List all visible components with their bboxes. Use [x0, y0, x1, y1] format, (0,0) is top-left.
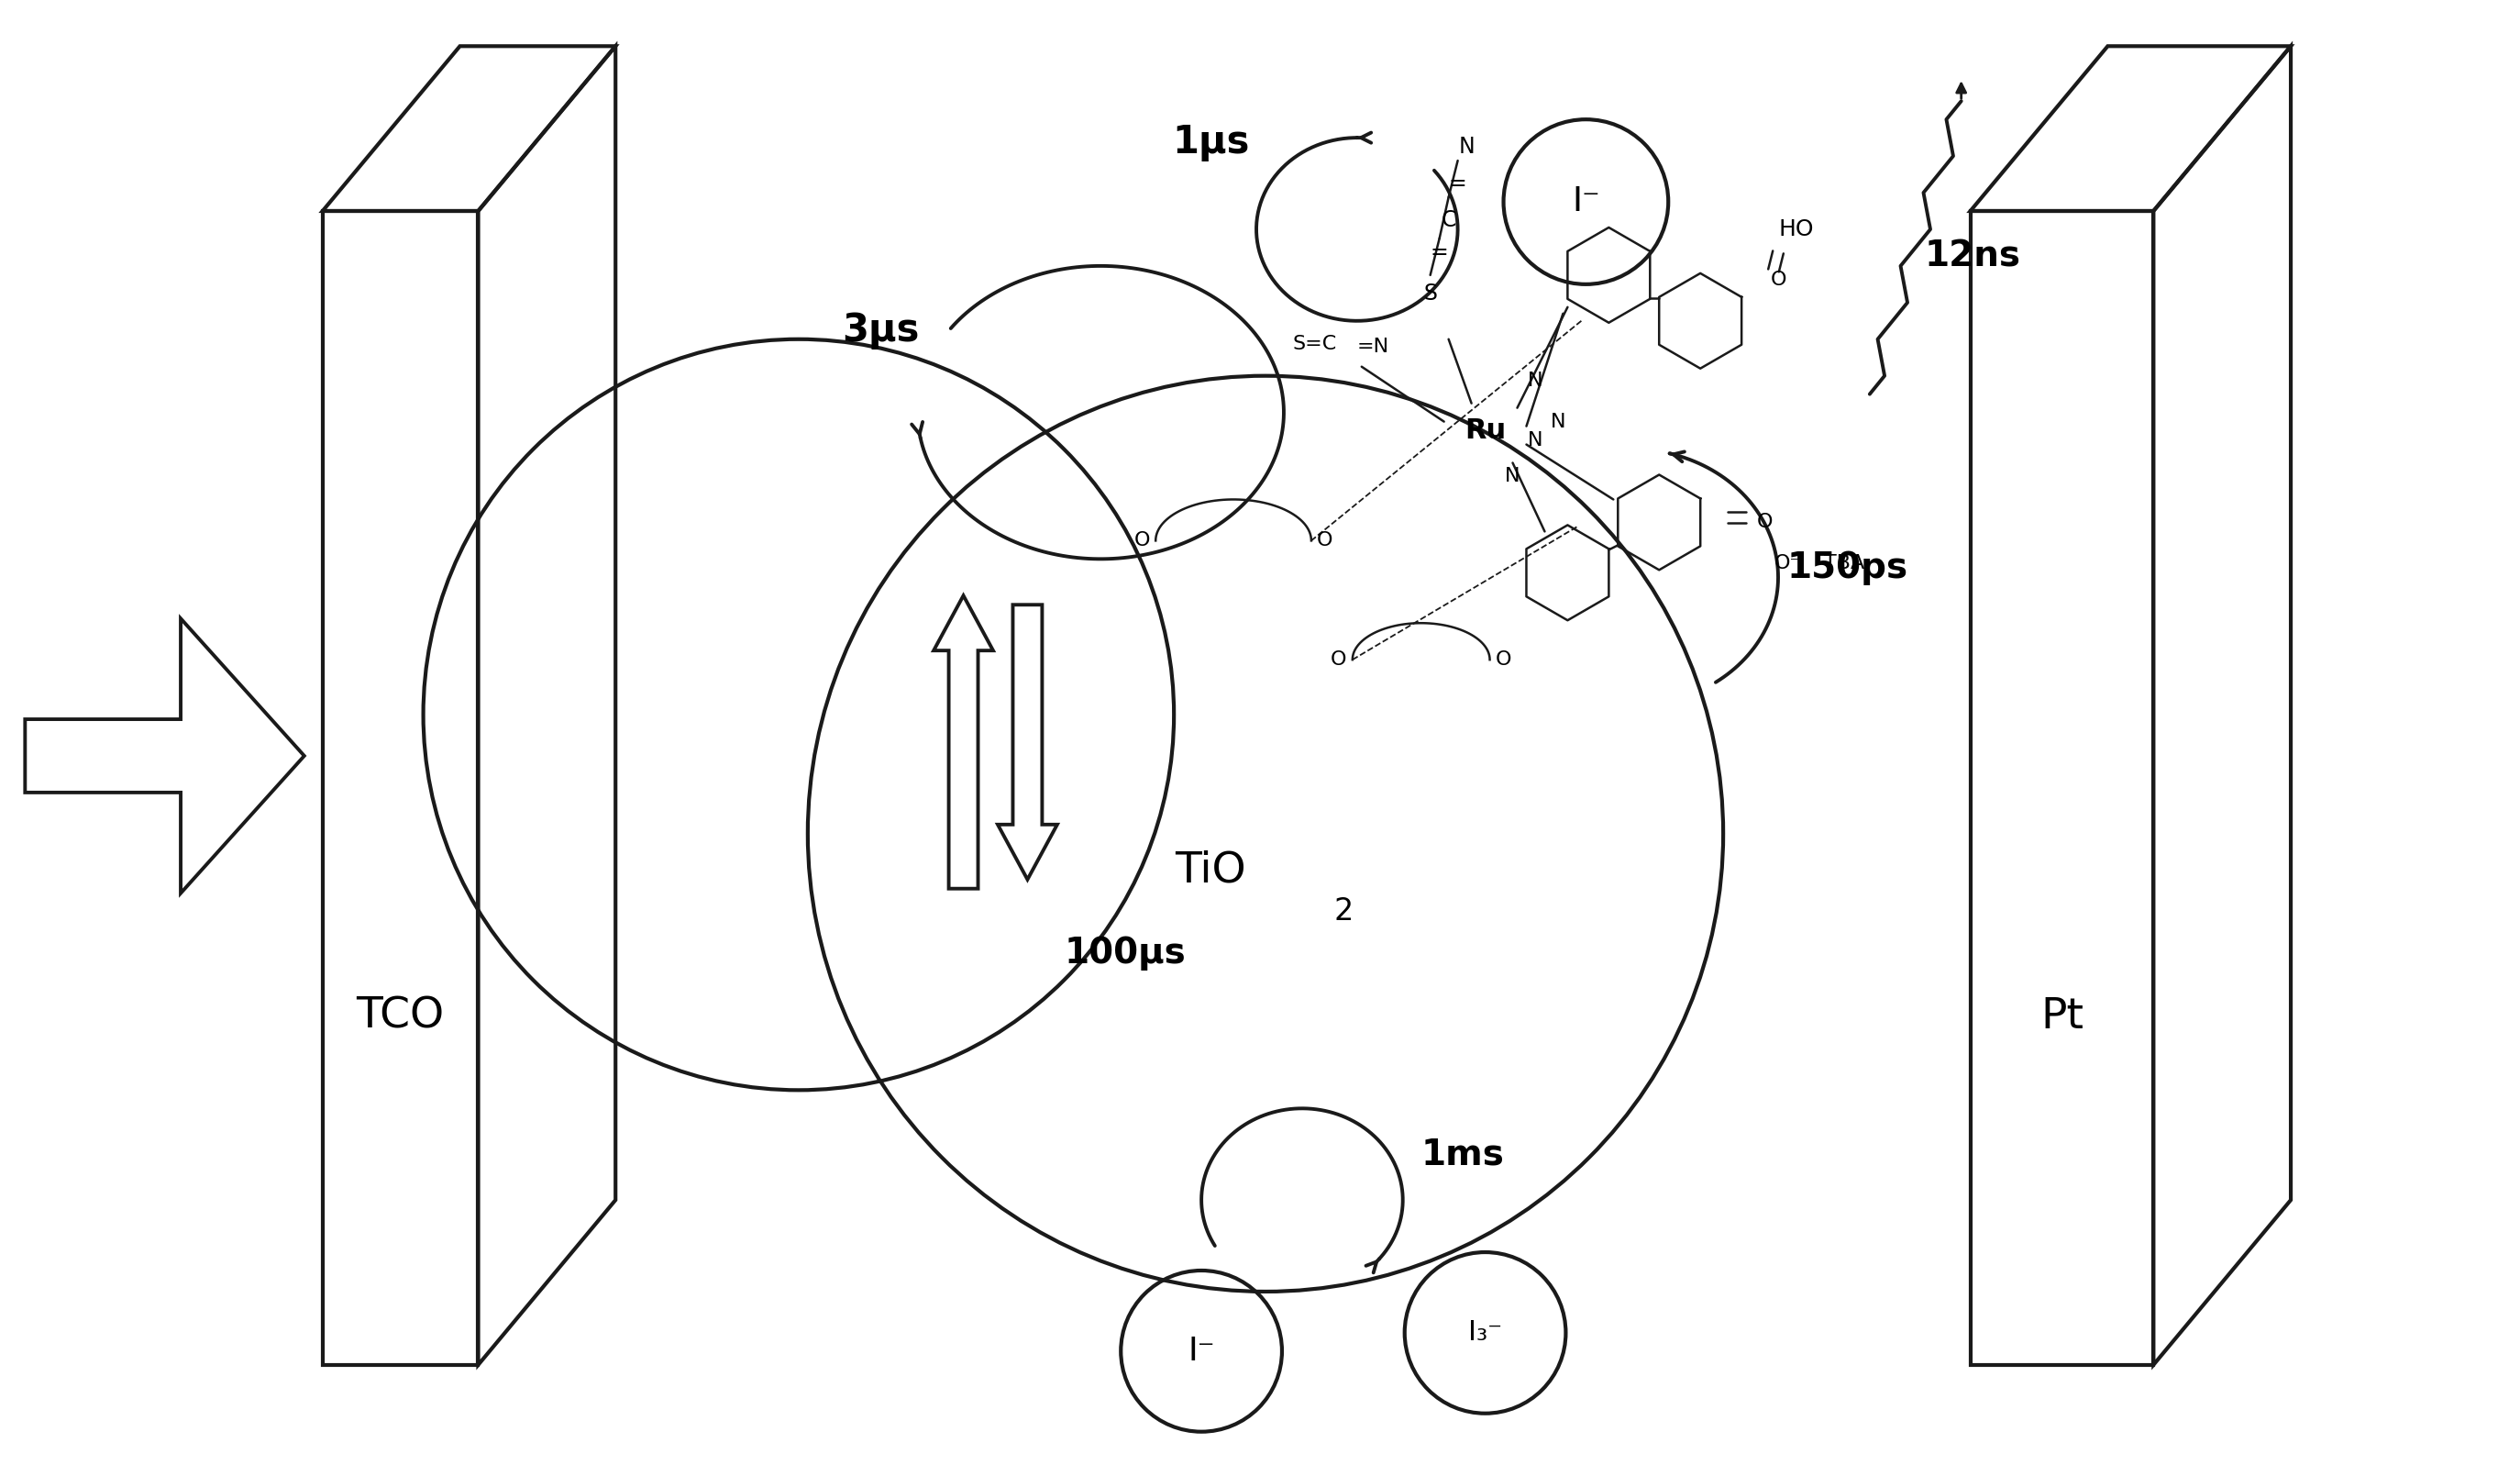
Text: O: O — [1769, 270, 1787, 289]
Text: N: N — [1550, 412, 1565, 431]
Text: I⁻: I⁻ — [1572, 186, 1600, 218]
Text: I₃⁻: I₃⁻ — [1469, 1320, 1502, 1346]
Text: S: S — [1424, 282, 1436, 304]
Text: 2: 2 — [1333, 896, 1353, 927]
Text: Pt: Pt — [2041, 996, 2084, 1038]
Text: 1ms: 1ms — [1421, 1137, 1504, 1172]
Text: =: = — [1449, 173, 1467, 195]
Text: C: C — [1441, 210, 1457, 232]
Text: O: O — [1331, 651, 1346, 669]
Text: =N: =N — [1358, 338, 1389, 356]
Text: 100μs: 100μs — [1063, 936, 1187, 970]
Text: HO: HO — [1779, 218, 1814, 241]
Text: Ru: Ru — [1464, 418, 1507, 444]
Text: O⁻: O⁻ — [1774, 555, 1802, 573]
Text: TiO: TiO — [1174, 850, 1247, 892]
Text: TBA: TBA — [1824, 555, 1865, 573]
Text: N: N — [1504, 468, 1520, 486]
Text: O: O — [1134, 531, 1149, 551]
Text: O: O — [1756, 514, 1772, 531]
Text: N: N — [1527, 372, 1542, 390]
Text: 1μs: 1μs — [1172, 123, 1250, 161]
Text: 150ps: 150ps — [1787, 551, 1908, 586]
Text: I⁻: I⁻ — [1187, 1336, 1215, 1367]
Text: =: = — [1431, 241, 1449, 263]
Text: S=C: S=C — [1293, 335, 1338, 353]
Text: O: O — [1494, 651, 1512, 669]
Text: N: N — [1527, 431, 1542, 449]
Text: N: N — [1459, 136, 1474, 158]
Text: O: O — [1318, 531, 1333, 551]
Text: 12ns: 12ns — [1925, 239, 2021, 275]
Text: TCO: TCO — [355, 996, 444, 1038]
Text: 3μs: 3μs — [842, 311, 920, 350]
